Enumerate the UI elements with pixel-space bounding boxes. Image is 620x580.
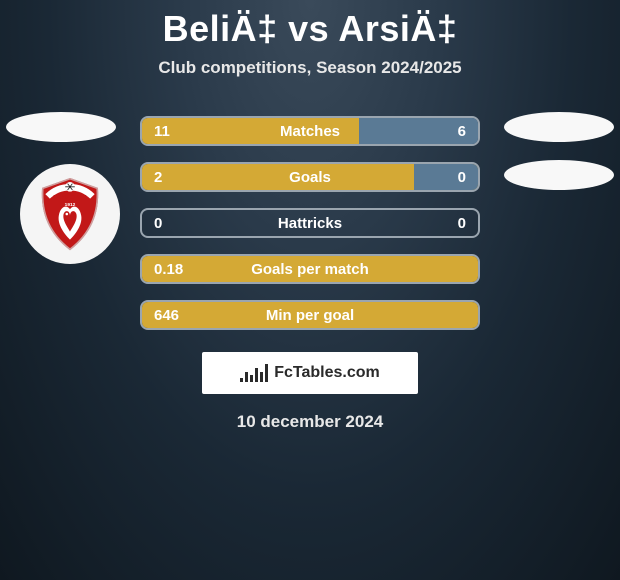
page-subtitle: Club competitions, Season 2024/2025 — [0, 58, 620, 78]
page-title: BeliÄ‡ vs ArsiÄ‡ — [0, 0, 620, 50]
stat-label: Goals per match — [142, 261, 478, 278]
stats-area: ВОЖДОВАЦ 1912 11Matches62Goals00Hattrick… — [0, 116, 620, 330]
svg-text:1912: 1912 — [65, 202, 76, 208]
generated-date: 10 december 2024 — [0, 412, 620, 432]
stat-row: 646Min per goal — [140, 300, 480, 330]
player-left-avatar-placeholder — [6, 112, 116, 142]
stat-label: Min per goal — [142, 307, 478, 324]
stat-value-right: 6 — [458, 123, 466, 140]
player-right-club-placeholder — [504, 160, 614, 190]
shield-icon: ВОЖДОВАЦ 1912 — [30, 174, 110, 254]
bar-chart-icon — [240, 364, 268, 382]
brand-watermark[interactable]: FcTables.com — [202, 352, 418, 394]
player-right-avatar-placeholder — [504, 112, 614, 142]
stat-label: Goals — [142, 169, 478, 186]
stat-row: 0.18Goals per match — [140, 254, 480, 284]
club-logo-text: ВОЖДОВАЦ — [53, 195, 87, 201]
stat-row: 11Matches6 — [140, 116, 480, 146]
stat-label: Matches — [142, 123, 478, 140]
stat-row: 0Hattricks0 — [140, 208, 480, 238]
stat-bars-container: 11Matches62Goals00Hattricks00.18Goals pe… — [140, 116, 480, 330]
stat-label: Hattricks — [142, 215, 478, 232]
stat-row: 2Goals0 — [140, 162, 480, 192]
stat-value-right: 0 — [458, 215, 466, 232]
stat-value-right: 0 — [458, 169, 466, 186]
player-left-club-logo: ВОЖДОВАЦ 1912 — [20, 164, 120, 264]
brand-text: FcTables.com — [274, 364, 380, 382]
